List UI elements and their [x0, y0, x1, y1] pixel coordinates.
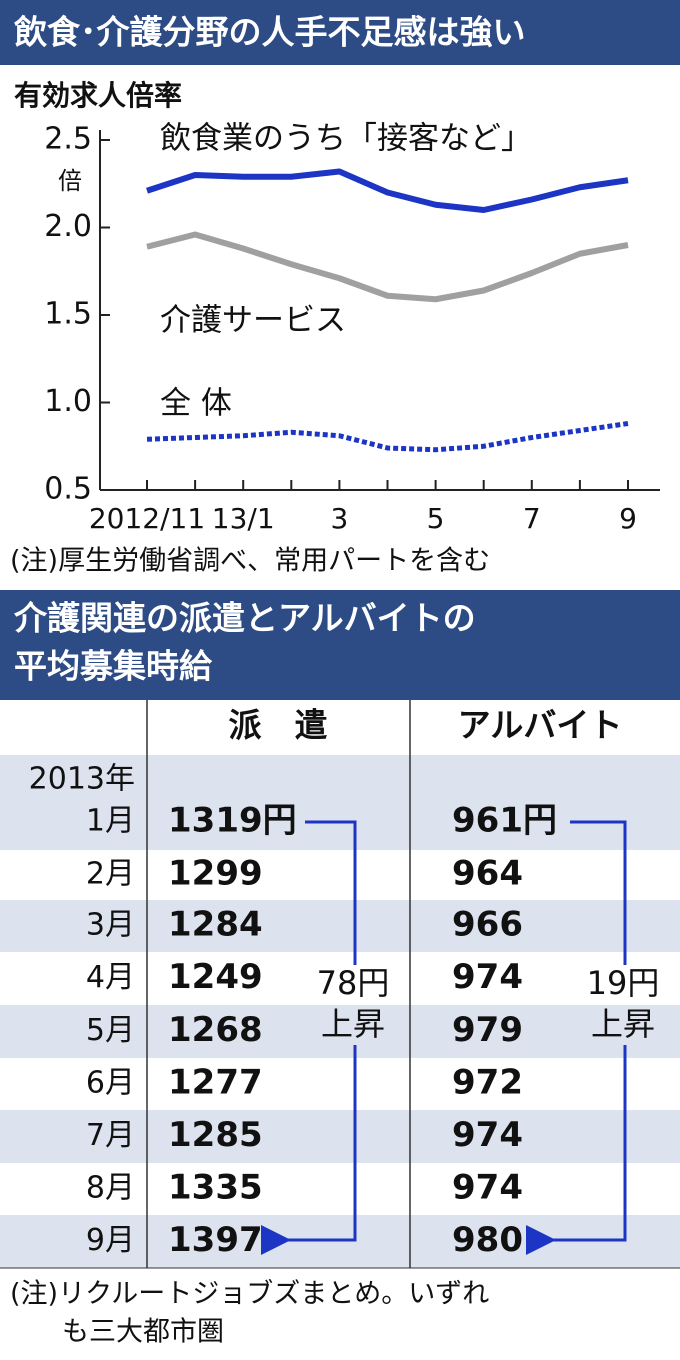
x-tick-label: 9 [619, 502, 637, 535]
cell: 1284 [168, 905, 263, 945]
y-tick-label: 2.0 [44, 209, 92, 244]
row-bg [0, 1110, 680, 1163]
row-bg [0, 1005, 680, 1058]
series-line [146, 421, 629, 453]
y-tick-label: 0.5 [44, 472, 92, 507]
title-bar [0, 590, 680, 700]
row-bg [0, 900, 680, 952]
month: 4月 [86, 960, 135, 995]
annotation: 19円 [587, 964, 660, 1002]
annotation: 78円 [317, 964, 390, 1002]
y-unit: 倍 [58, 167, 82, 195]
cell: 1285 [168, 1115, 263, 1155]
cell: 974 [452, 1115, 523, 1155]
series-line [146, 168, 629, 213]
month: 6月 [86, 1066, 135, 1101]
note: (注)厚生労働省調べ、常用パートを含む [10, 546, 490, 577]
month: 1月 [86, 804, 135, 839]
cell: 1268 [168, 1010, 263, 1050]
title-bar [0, 0, 680, 65]
cell: 964 [452, 854, 523, 894]
month: 9月 [86, 1223, 135, 1258]
x-tick-label: 5 [427, 502, 445, 535]
y-tick-label: 1.5 [44, 297, 92, 332]
cell: 1277 [168, 1063, 263, 1103]
y-tick-label: 1.0 [44, 384, 92, 419]
x-tick-label: 7 [523, 502, 541, 535]
note: も三大都市圏 [62, 1317, 224, 1348]
series-label: 飲食業のうち「接客など」 [160, 121, 532, 157]
x-tick-label: 3 [330, 502, 348, 535]
cell: 966 [452, 905, 523, 945]
cell: 1397 [168, 1220, 263, 1260]
cell: 1319円 [168, 801, 297, 841]
series-line [146, 231, 629, 303]
cell: 1249 [168, 957, 263, 997]
note: (注)リクルートジョブズまとめ。いずれ [10, 1279, 489, 1310]
month: 7月 [86, 1118, 135, 1153]
cell: 961円 [452, 801, 557, 841]
cell: 980 [452, 1220, 523, 1260]
cell: 974 [452, 957, 523, 997]
row-bg [0, 755, 680, 850]
y-axis-title: 有効求人倍率 [14, 79, 182, 112]
x-tick-label: 2012/11 [89, 502, 205, 535]
month: 3月 [86, 908, 135, 943]
series-label: 全 体 [160, 386, 232, 422]
arrow [550, 820, 627, 1240]
arrow [285, 820, 357, 1240]
cell: 1335 [168, 1168, 263, 1208]
month: 2月 [86, 857, 135, 892]
y-tick-label: 2.5 [44, 122, 92, 157]
chart-title: 飲食･介護分野の人手不足感は強い [14, 13, 526, 52]
column-header: 派 遣 [229, 706, 328, 745]
year: 2013年 [29, 762, 135, 797]
x-tick-label: 13/1 [212, 502, 275, 535]
series-label: 介護サービス [160, 303, 346, 339]
cell: 974 [452, 1168, 523, 1208]
annotation: 上昇 [321, 1005, 385, 1043]
table-bg [0, 755, 680, 1268]
cell: 972 [452, 1063, 523, 1103]
table-title: 平均募集時給 [14, 647, 213, 686]
month: 5月 [86, 1013, 135, 1048]
cell: 1299 [168, 854, 263, 894]
month: 8月 [86, 1171, 135, 1206]
annotation: 上昇 [591, 1005, 655, 1043]
column-header: アルバイト [458, 706, 623, 745]
cell: 979 [452, 1010, 523, 1050]
table-title: 介護関連の派遣とアルバイトの [14, 599, 476, 638]
